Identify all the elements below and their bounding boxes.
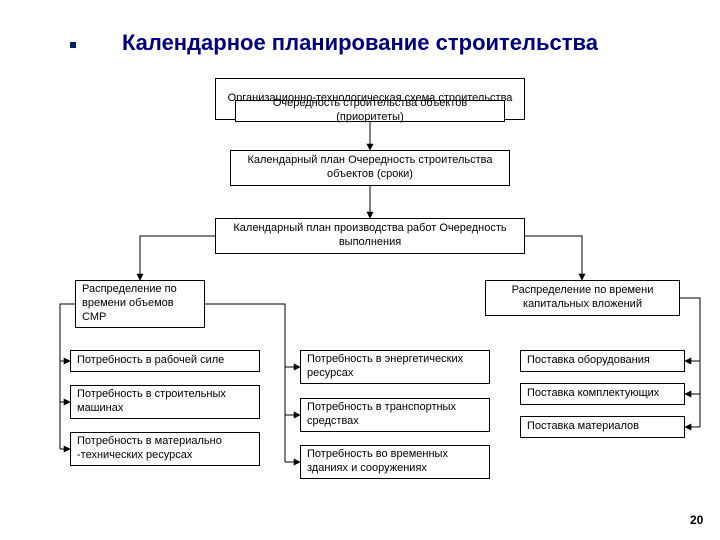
node-n14: Поставка комплектующих (520, 383, 685, 405)
node-n4: Календарный план производства работ Очер… (215, 218, 525, 254)
node-n13: Поставка оборудования (520, 350, 685, 372)
node-n15: Поставка материалов (520, 416, 685, 438)
node-n2: Очередность строительства объектов (прио… (235, 100, 505, 122)
page-number: 20 (690, 513, 703, 527)
node-n6: Распределение по времени капитальных вло… (485, 280, 680, 316)
node-n5: Распределение по времени объемов СМР (75, 280, 205, 328)
title-bullet (70, 42, 76, 48)
node-n11: Потребность в транспортных средствах (300, 398, 490, 432)
node-n9: Потребность в материально -технических р… (70, 432, 260, 466)
slide-title: Календарное планирование строительства (100, 30, 620, 56)
node-n7: Потребность в рабочей силе (70, 350, 260, 372)
node-n8: Потребность в строительных машинах (70, 385, 260, 419)
node-n10: Потребность в энергетических ресурсах (300, 350, 490, 384)
node-n3: Календарный план Очередность строительст… (230, 150, 510, 186)
node-n12: Потребность во временных зданиях и соору… (300, 445, 490, 479)
